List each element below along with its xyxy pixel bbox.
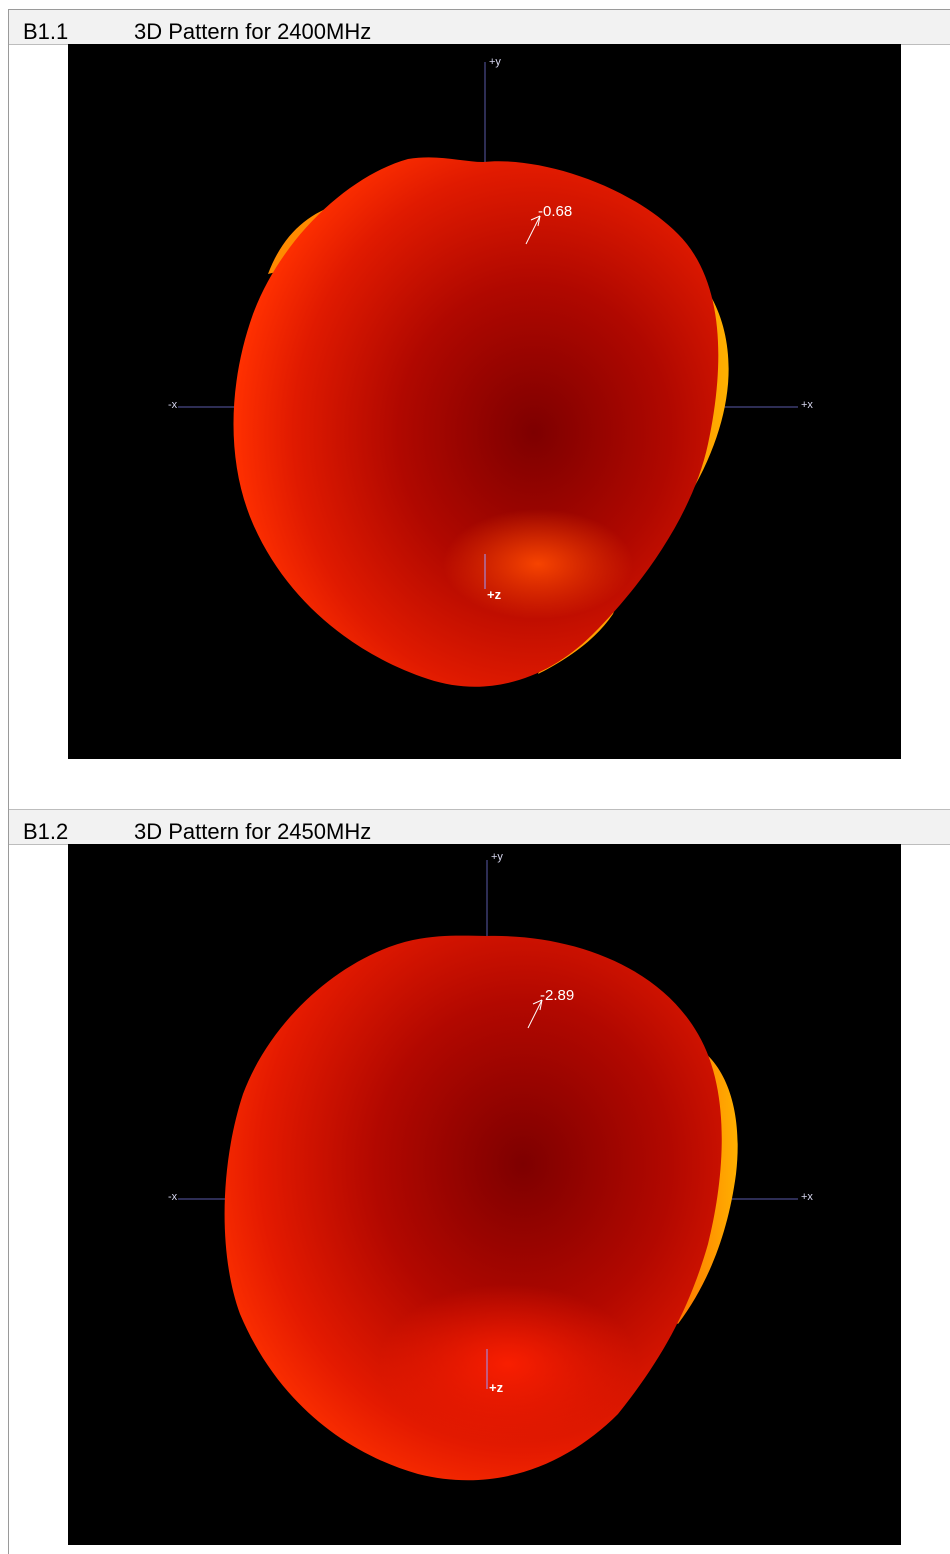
section-header-b1-2: B1.2 3D Pattern for 2450MHz	[9, 810, 950, 845]
plus-x-label: +x	[801, 1191, 813, 1203]
pattern-svg-2450	[178, 860, 798, 1481]
minus-x-label: -x	[168, 399, 178, 411]
peak-arrow-shaft	[525, 215, 541, 245]
section-title: 3D Pattern for 2400MHz	[134, 19, 372, 44]
document-frame	[8, 9, 950, 1554]
section-number: B1.2	[23, 819, 69, 844]
main-lobe	[233, 157, 719, 687]
minus-x-label: -x	[168, 1191, 178, 1203]
radiation-pattern-plot-2400: +y -x +x +z -0.68	[68, 44, 901, 759]
peak-gain-label: -0.68	[538, 203, 573, 220]
radiation-pattern-plot-2450: +y -x +x +z -2.89	[68, 844, 901, 1545]
peak-gain-label: -2.89	[540, 987, 575, 1004]
plus-z-label: +z	[487, 587, 502, 602]
section-title: 3D Pattern for 2450MHz	[134, 819, 372, 844]
plus-y-label: +y	[491, 851, 503, 863]
plus-y-label: +y	[489, 56, 501, 68]
lobe-highlight	[443, 509, 633, 619]
section-divider	[9, 759, 950, 810]
plus-x-label: +x	[801, 399, 813, 411]
section-number: B1.1	[23, 19, 69, 44]
plus-z-label: +z	[489, 1380, 504, 1395]
pattern-svg-2400	[178, 62, 798, 687]
section-header-b1-1: B1.1 3D Pattern for 2400MHz	[9, 10, 950, 45]
peak-arrow-shaft	[527, 999, 543, 1029]
lobe-highlight	[378, 1284, 638, 1444]
